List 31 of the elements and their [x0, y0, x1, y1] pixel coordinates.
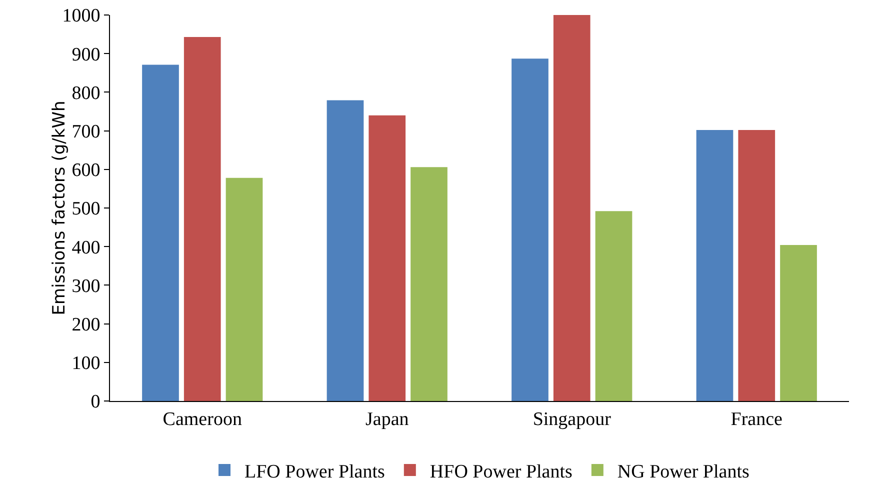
bar: [368, 115, 406, 401]
y-axis-title: Emissions factors (g/kWh: [50, 100, 70, 316]
y-tick-label: 0: [90, 392, 100, 413]
bar: [142, 64, 179, 401]
x-tick-label: Singapour: [532, 408, 612, 430]
y-tick-label: 700: [72, 121, 100, 142]
bar: [326, 100, 364, 401]
bar: [184, 37, 221, 401]
x-tick-label: Japan: [365, 408, 410, 430]
bar: [595, 211, 632, 401]
y-tick-label: 600: [72, 160, 100, 182]
y-tick-label: 900: [72, 44, 100, 66]
y-tick-label: 1000: [62, 6, 100, 27]
legend-label: NG Power Plants: [617, 461, 750, 482]
x-tick-label: Cameroon: [162, 408, 242, 430]
y-tick-label: 100: [72, 353, 100, 374]
y-tick-label: 200: [72, 314, 100, 336]
bar: [780, 245, 817, 401]
bar: [553, 15, 590, 401]
bar: [410, 167, 448, 401]
legend-label: LFO Power Plants: [244, 461, 385, 482]
y-tick-label: 500: [72, 198, 100, 220]
y-tick-label: 800: [72, 82, 100, 104]
bar: [226, 178, 263, 401]
y-tick-label: 400: [72, 237, 100, 258]
x-tick-label: France: [730, 408, 782, 430]
legend-label: HFO Power Plants: [430, 461, 572, 482]
bar: [696, 130, 734, 401]
y-tick-label: 300: [72, 276, 100, 297]
bar: [738, 130, 776, 401]
bar: [512, 58, 548, 401]
